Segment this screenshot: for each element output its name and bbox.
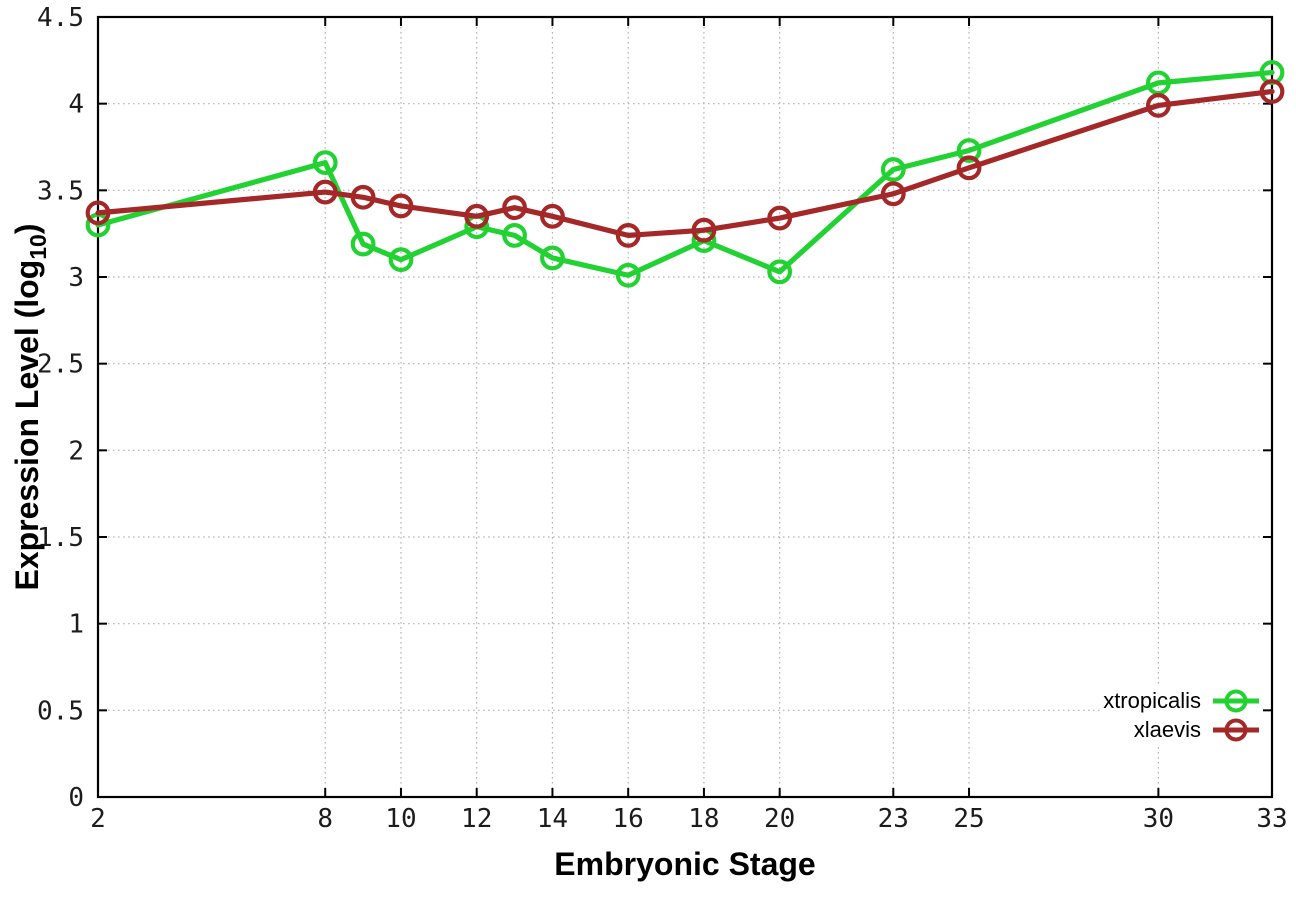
x-tick-label: 23 [878, 804, 909, 834]
series-xtropicalis-point [540, 245, 565, 271]
series-xlaevis-point [1145, 92, 1171, 118]
x-axis-title: Embryonic Stage [554, 846, 815, 882]
series-xtropicalis-point [312, 150, 338, 176]
series-xlaevis-point [767, 205, 793, 231]
series-xlaevis-point [956, 155, 982, 181]
x-tick-label: 18 [688, 804, 719, 834]
series-xlaevis-point [312, 179, 338, 205]
series-xlaevis-point [85, 200, 111, 226]
x-tick-label: 12 [461, 804, 492, 834]
y-tick-label: 0.5 [37, 696, 84, 726]
x-tick-label: 8 [317, 804, 333, 834]
x-tick-label: 10 [385, 804, 416, 834]
legend-item-xlaevis: xlaevis [1103, 715, 1261, 744]
x-tick-label: 33 [1256, 804, 1287, 834]
y-tick-label: 4.5 [37, 3, 84, 33]
series-xtropicalis-point [767, 259, 793, 285]
y-tick-label: 1.5 [37, 523, 84, 553]
x-tick-label: 20 [764, 804, 795, 834]
legend-label-xtropicalis: xtropicalis [1103, 687, 1201, 713]
y-tick-label: 3.5 [37, 176, 84, 206]
y-axis-title: Expression Level (log10) [9, 223, 51, 590]
series-xlaevis-point [350, 184, 376, 210]
y-tick-label: 2 [68, 436, 84, 466]
series-xtropicalis-point [880, 157, 906, 182]
legend-label-xlaevis: xlaevis [1133, 716, 1201, 742]
series-xlaevis-point [691, 217, 717, 243]
legend-sample-point-icon [1224, 689, 1248, 712]
series-xlaevis-point [464, 203, 490, 229]
plot-border [96, 15, 1274, 799]
series-xlaevis-point [880, 181, 906, 207]
y-tick-label: 3 [68, 263, 84, 293]
x-tick-label: 25 [953, 804, 984, 834]
series-xlaevis-point [1259, 79, 1285, 104]
legend-marker-xlaevis-icon [1213, 718, 1259, 741]
series-xlaevis-point [615, 222, 641, 248]
legend-sample-point-icon [1224, 718, 1248, 741]
legend-marker-xtropicalis-icon [1213, 689, 1259, 712]
series-xtropicalis-point [615, 262, 641, 288]
series-xtropicalis-point [350, 231, 376, 257]
y-tick-label: 0 [68, 783, 84, 813]
series-xlaevis-point [540, 203, 565, 229]
series-xlaevis-line [95, 88, 1275, 238]
x-tick-label: 16 [613, 804, 644, 834]
x-tick-label: 30 [1143, 804, 1174, 834]
series-xtropicalis-line [95, 69, 1275, 278]
series-xtropicalis-point [956, 138, 982, 163]
legend: xtropicalis xlaevis [1101, 685, 1263, 745]
series-xlaevis-point [388, 193, 414, 219]
series-xlaevis-point [502, 195, 527, 221]
series-xtropicalis-point [388, 247, 414, 273]
x-tick-label: 2 [90, 804, 106, 834]
y-tick-label: 4 [68, 90, 84, 120]
series-xtropicalis-point [502, 222, 527, 248]
x-tick-label: 14 [537, 804, 568, 834]
legend-item-xtropicalis: xtropicalis [1103, 686, 1261, 715]
y-tick-label: 1 [68, 610, 84, 640]
y-tick-label: 2.5 [37, 350, 84, 380]
